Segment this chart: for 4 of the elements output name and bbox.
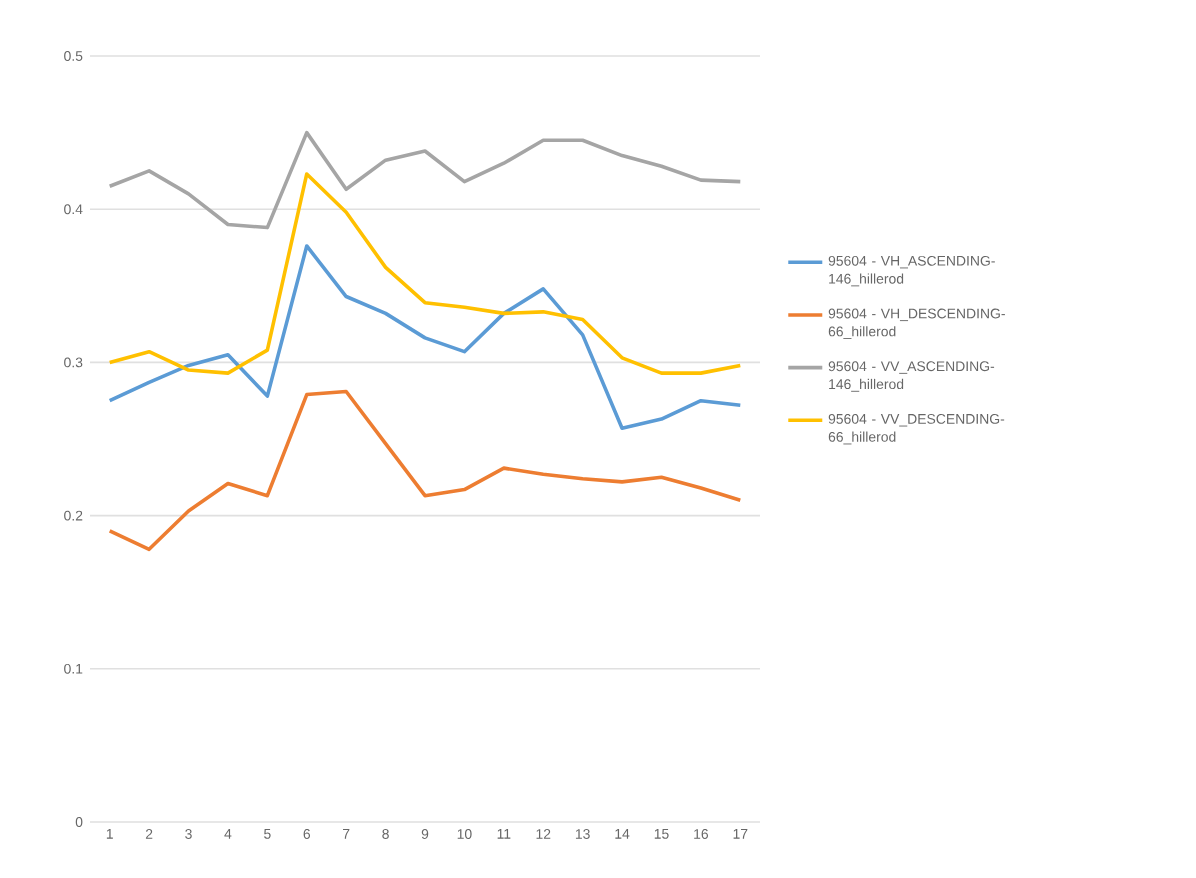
line-series [107, 389, 743, 552]
line-series [107, 244, 743, 431]
line-series [107, 172, 743, 375]
line-series [107, 130, 743, 230]
